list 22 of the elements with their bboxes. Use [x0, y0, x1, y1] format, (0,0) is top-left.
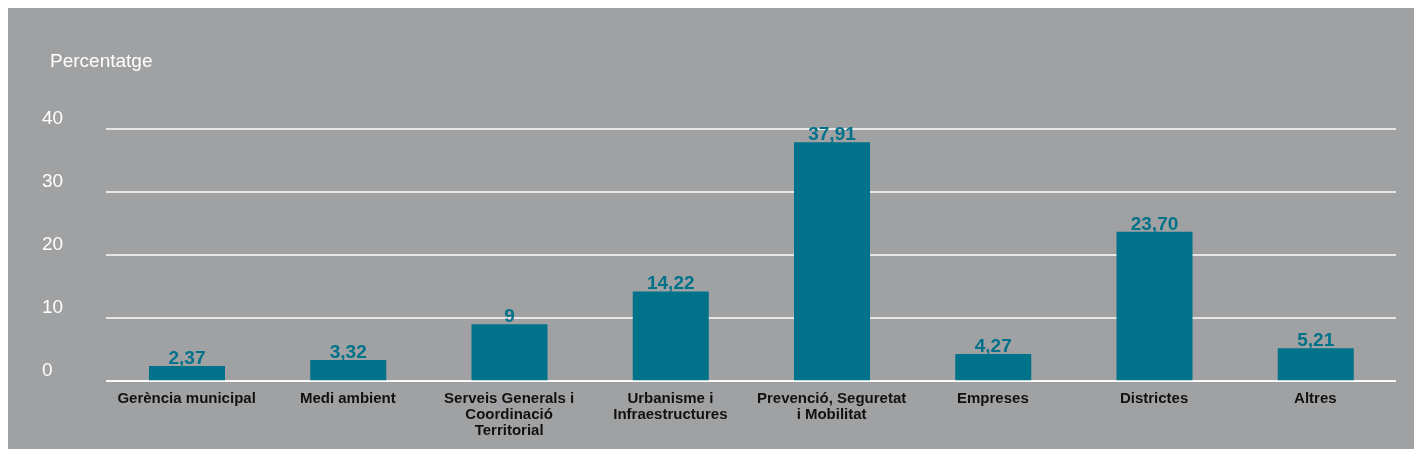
data-label: 4,27 — [974, 335, 1012, 357]
x-tick-label: Urbanisme i Infraestructures — [613, 389, 728, 422]
data-label: 37,91 — [808, 123, 857, 145]
x-tick-label: Serveis Generals i Coordinació Territorial — [444, 389, 575, 438]
y-tick-label: 0 — [42, 358, 53, 380]
x-tick-label: Prevenció, Seguretat i Mobilitat — [757, 389, 907, 422]
y-tick-label: 10 — [42, 295, 64, 317]
y-tick-label: 20 — [42, 232, 64, 254]
y-tick-label: 30 — [42, 169, 64, 191]
data-label: 5,21 — [1297, 329, 1335, 351]
data-label: 9 — [504, 305, 515, 327]
y-axis-title: Percentatge — [50, 50, 153, 72]
x-tick-label: Empreses — [957, 389, 1029, 406]
x-tick-label: Altres — [1294, 389, 1337, 406]
data-label: 14,22 — [646, 272, 695, 294]
x-tick-label: Medi ambient — [299, 389, 396, 406]
y-tick-label: 40 — [42, 106, 64, 128]
x-tick-label: Gerència municipal — [117, 389, 256, 406]
x-tick-label: Districtes — [1119, 389, 1189, 406]
data-label: 2,37 — [168, 347, 206, 369]
data-label: 23,70 — [1130, 212, 1179, 234]
data-label: 3,32 — [329, 341, 367, 363]
